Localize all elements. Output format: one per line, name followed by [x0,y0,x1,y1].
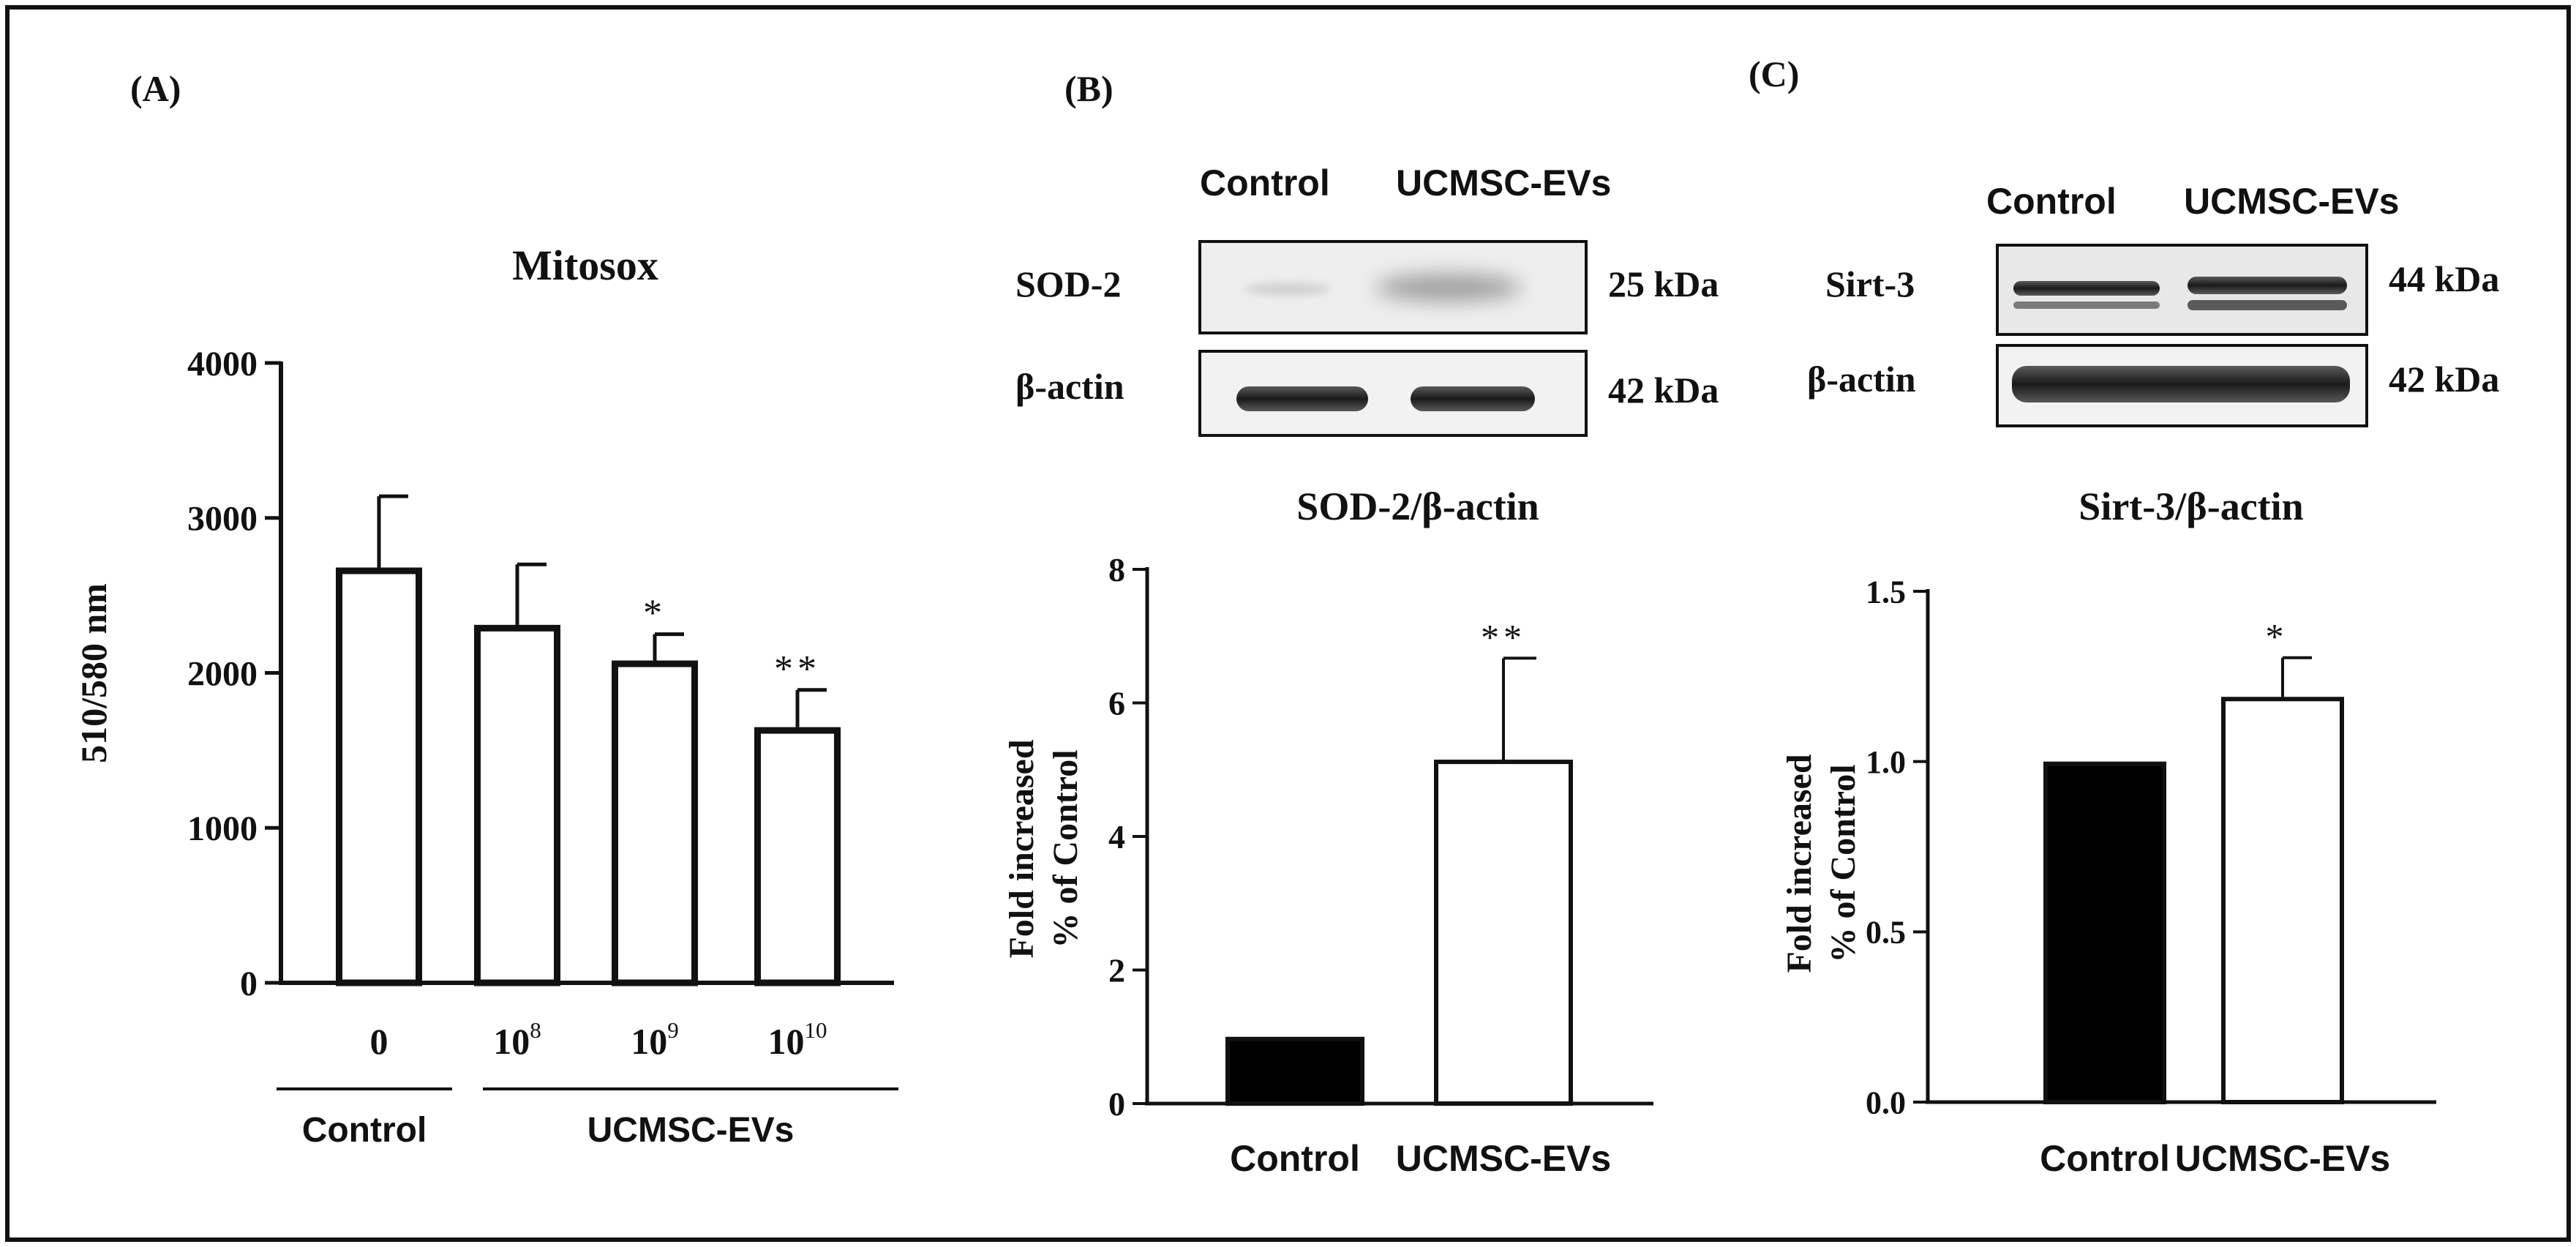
sirt3-y-tick-label: 1.5 [1866,574,1906,610]
figure-frame [5,5,2571,1242]
sod2-blot-size: 25 kDa [1608,263,1719,304]
mitosox-significance-mark: ** [774,648,821,690]
sod2-y-tick-label: 8 [1108,551,1125,588]
mitosox-x-label: 0 [370,1021,388,1062]
mitosox-bar [474,624,560,986]
sirt3-x-label: UCMSC-EVs [2175,1138,2390,1179]
sirt3-chart: Sirt-3/β-actin Fold increased % of Contr… [1780,484,2436,1179]
sirt3-blot-col-ucmsc: UCMSC-EVs [2184,181,2399,222]
sod2-significance-mark: ** [1481,616,1526,657]
sirt3-band-control-upper [2013,281,2160,296]
sod2-band-control [1244,283,1332,295]
sod2-chart: SOD-2/β-actin Fold increased % of Contro… [1002,484,1653,1179]
panel-c-label: (C) [1749,53,1799,94]
mitosox-bar [612,660,698,986]
sod2-blot-col-ucmsc: UCMSC-EVs [1396,162,1611,203]
mitosox-y-tick-label: 4000 [187,345,258,383]
sod2-y-label-line1: Fold increased [1002,739,1041,958]
sod2-y-tick-label: 4 [1108,818,1125,855]
sirt3-blot: Control UCMSC-EVs Sirt-3 44 kDa β-actin … [1807,181,2499,427]
sirt3-actin-band [2012,366,2350,402]
mitosox-x-labels: 0 108 109 1010 [370,1017,827,1062]
mitosox-y-tick-label: 3000 [187,500,258,539]
sirt3-significance-mark: * [2266,616,2288,657]
sod2-actin-band-ucmsc [1411,386,1535,411]
sod2-bar [1225,1036,1364,1106]
sod2-blot-protein-label: SOD-2 [1015,263,1121,304]
sirt3-title: Sirt-3/β-actin [2079,484,2303,528]
sirt3-x-label: Control [2040,1138,2170,1179]
mitosox-y-tick-label: 0 [240,965,258,1003]
mitosox-bars: *** [336,494,841,986]
mitosox-y-tick-label: 1000 [187,809,258,848]
sirt3-blot-size: 44 kDa [2389,258,2499,299]
mitosox-x-label: 1010 [768,1017,827,1062]
sod2-actin-label: β-actin [1015,366,1124,407]
sod2-y-ticks: 0 2 4 6 8 [1108,551,1147,1123]
mitosox-title: Mitosox [512,241,658,289]
sod2-blot-col-control: Control [1200,162,1330,203]
sirt3-band-ucmsc-lower [2188,300,2347,310]
sod2-x-label: Control [1230,1138,1360,1179]
sirt3-y-label-line1: Fold increased [1780,754,1819,973]
sirt3-bar [2043,761,2166,1104]
sod2-y-tick-label: 0 [1108,1085,1125,1123]
sirt3-x-labels: Control UCMSC-EVs [2040,1138,2390,1179]
sod2-blot: Control UCMSC-EVs SOD-2 25 kDa β-actin 4… [1015,162,1719,437]
sirt3-bar [2221,697,2344,1104]
mitosox-y-ticks: 0 1000 2000 3000 4000 [187,345,281,1003]
sod2-band-ucmsc [1375,274,1522,301]
mitosox-significance-mark: * [643,593,666,634]
panel-a-label: (A) [130,68,181,109]
sod2-bars: ** [1225,616,1573,1106]
mitosox-groups: Control UCMSC-EVs [277,1087,898,1150]
mitosox-group-label: Control [302,1111,427,1150]
mitosox-group-label: UCMSC-EVs [587,1111,795,1150]
sod2-y-tick-label: 2 [1108,952,1125,989]
mitosox-x-label: 109 [631,1017,679,1062]
sirt3-y-label-line2: % of Control [1824,764,1863,962]
sod2-y-tick-label: 6 [1108,685,1125,722]
sod2-bar [1434,760,1573,1106]
sirt3-band-ucmsc-upper [2188,277,2347,294]
sod2-title: SOD-2/β-actin [1296,484,1539,528]
mitosox-bar [336,567,422,986]
sirt3-actin-size: 42 kDa [2389,359,2499,400]
sirt3-blot-col-control: Control [1986,181,2117,222]
sod2-x-label: UCMSC-EVs [1396,1138,1611,1179]
mitosox-y-label: 510/580 nm [73,583,114,763]
sirt3-y-tick-label: 1.0 [1866,744,1906,780]
sod2-actin-band-control [1236,386,1368,411]
mitosox-bar [754,727,841,986]
sirt3-blot-protein-label: Sirt-3 [1825,263,1915,304]
sod2-actin-size: 42 kDa [1608,370,1719,411]
mitosox-y-tick-label: 2000 [187,654,258,693]
sirt3-y-tick-label: 0.5 [1866,915,1906,951]
mitosox-x-label: 108 [493,1017,541,1062]
sirt3-y-ticks: 0.0 0.5 1.0 1.5 [1866,574,1928,1120]
panel-b-label: (B) [1064,68,1114,109]
sirt3-y-tick-label: 0.0 [1866,1085,1906,1120]
sod2-y-label-line2: % of Control [1046,749,1085,948]
sirt3-band-control-lower [2013,302,2160,309]
sirt3-bars: * [2043,616,2344,1104]
sirt3-actin-label: β-actin [1807,359,1916,400]
sod2-x-labels: Control UCMSC-EVs [1230,1138,1611,1179]
